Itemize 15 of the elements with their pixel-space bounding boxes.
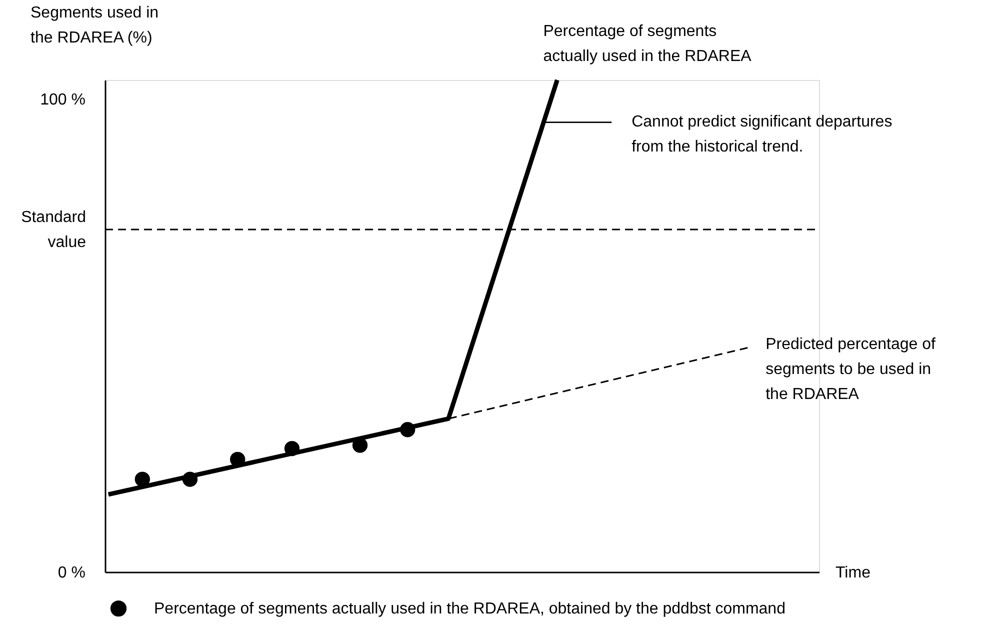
y-tick-label: 0 %: [58, 564, 86, 582]
point: [284, 440, 300, 456]
point: [134, 472, 150, 487]
series-label: Predicted percentage of segments to be used in the RDAREA: [766, 336, 936, 403]
annotation: Cannot predict significant departures from the historical trend.: [632, 113, 892, 156]
y-axis-title: Segments used in the RDAREA (%): [30, 4, 159, 46]
series-label: Percentage of segments actually used in the RDAREA: [543, 23, 752, 65]
point: [352, 438, 368, 453]
legend-label: Percentage of segments actually used in the RDAREA, obtained by the pddbst command: [154, 600, 786, 618]
point: [230, 452, 246, 467]
y-tick-label: 100 %: [40, 91, 86, 108]
x-axis-title: Time: [836, 564, 871, 582]
point: [182, 472, 198, 487]
ref-line-label: Standard value: [21, 208, 86, 251]
point: [400, 422, 416, 438]
